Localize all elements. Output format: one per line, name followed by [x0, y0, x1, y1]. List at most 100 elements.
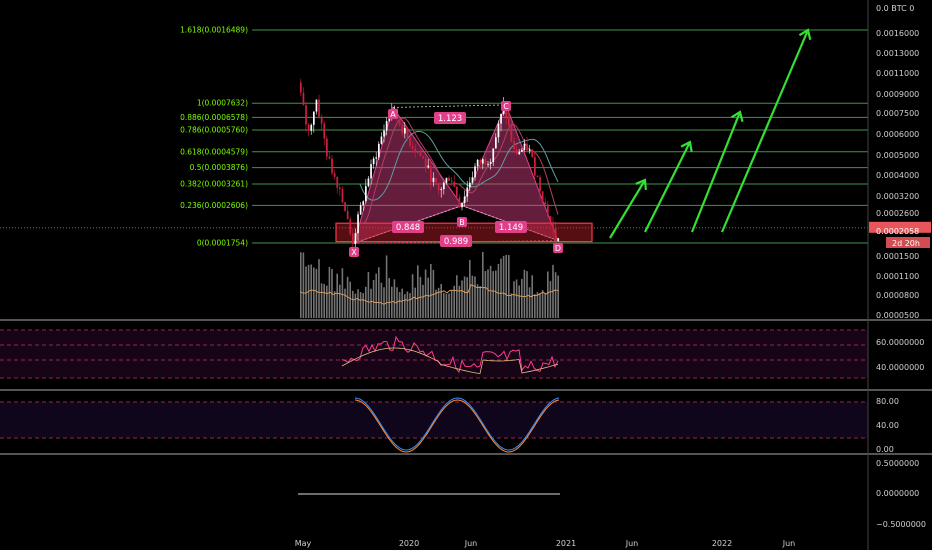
- volume-bar: [476, 284, 479, 318]
- candle-body: [547, 204, 549, 217]
- pattern-point-badge: [457, 217, 467, 227]
- volume-bar: [500, 258, 502, 318]
- candle-body: [430, 165, 432, 183]
- volume-bar: [497, 263, 500, 318]
- candle-body: [528, 149, 531, 151]
- volume-bar: [484, 271, 487, 318]
- volume-bar: [440, 283, 442, 318]
- volume-bar: [458, 285, 461, 318]
- candle-body: [375, 157, 378, 159]
- price-axis-tick: 0.0003200: [876, 192, 919, 201]
- rsi-line: [341, 335, 559, 374]
- fib-level-label: 0.5(0.0003876): [190, 163, 248, 172]
- volume-bar: [313, 267, 315, 318]
- volume-bar: [409, 293, 411, 318]
- candle-body: [458, 196, 461, 208]
- volume-bar: [380, 282, 383, 318]
- volume-bar: [448, 293, 450, 318]
- candle-body: [339, 187, 341, 190]
- candle-body: [328, 156, 331, 159]
- volume-bar: [375, 273, 377, 318]
- ratio-badge: [392, 221, 424, 233]
- projection-arrow-shaft: [720, 29, 810, 233]
- volume-bar: [320, 283, 323, 318]
- volume-bar: [359, 292, 362, 318]
- candle-body: [466, 187, 469, 197]
- candle-body: [333, 173, 336, 177]
- candle-body: [500, 113, 502, 124]
- volume-bar: [430, 263, 432, 318]
- candle-body: [495, 137, 497, 149]
- candle-body: [432, 177, 435, 183]
- volume-ma-line: [299, 284, 559, 305]
- volume-bar: [474, 276, 476, 318]
- fib-level-label: 1(0.0007632): [197, 99, 248, 108]
- volume-bar: [492, 271, 494, 318]
- stoch-k-line: [354, 397, 560, 451]
- candle-body: [484, 159, 487, 165]
- candle-body: [513, 141, 515, 150]
- volume-bar: [479, 286, 481, 318]
- fib-level-label: 0.618(0.0004579): [180, 147, 248, 156]
- projection-arrow-shaft: [609, 179, 646, 239]
- candle-body: [521, 149, 523, 152]
- projection-arrow-head: [730, 110, 744, 122]
- volume-bar: [463, 276, 466, 318]
- fib-level-label: 1.618(0.0016489): [180, 26, 248, 35]
- candle-body: [378, 143, 380, 158]
- candle-body: [463, 196, 466, 203]
- volume-bar: [424, 269, 427, 318]
- price-axis-tick: 0.0007500: [876, 109, 919, 118]
- candle-body: [479, 159, 482, 164]
- volume-bar: [349, 281, 351, 318]
- volume-bar: [318, 259, 320, 318]
- volume-bar: [453, 285, 455, 318]
- volume-bar: [417, 265, 419, 318]
- volume-bar: [528, 287, 531, 318]
- volume-bar: [378, 267, 380, 318]
- candle-body: [435, 177, 437, 183]
- volume-bar: [336, 273, 338, 318]
- moving-averages: [359, 117, 559, 225]
- candle-body: [318, 99, 320, 117]
- candle-body: [331, 158, 333, 174]
- candle-body: [557, 238, 560, 241]
- price-axis-tick: 0.0 BTC 0: [876, 4, 914, 13]
- volume-bar: [352, 290, 354, 318]
- volume-bar: [487, 269, 489, 318]
- candle-body: [409, 137, 411, 147]
- candle-body: [450, 180, 453, 182]
- time-axis-tick: Jun: [625, 539, 639, 548]
- volume-bar: [466, 277, 468, 318]
- volume-bar: [531, 275, 533, 318]
- projection-arrow-head: [635, 178, 647, 191]
- candle-body: [456, 186, 458, 197]
- price-axis-tick: 0.0002600: [876, 209, 919, 218]
- volume-bar: [362, 293, 364, 318]
- projection-arrow-shaft: [690, 111, 742, 233]
- candle-body: [417, 152, 419, 154]
- volume-bar: [445, 293, 448, 318]
- time-axis[interactable]: May 2020 Jun 2021 Jun 2022 Jun: [295, 539, 796, 548]
- time-axis-tick: 2022: [712, 539, 732, 548]
- price-axis-tick: 0.0005000: [876, 151, 919, 160]
- volume-bar: [365, 286, 367, 318]
- volume-bar: [443, 292, 445, 318]
- pattern-ac-line: [392, 104, 507, 108]
- candle-body: [510, 125, 513, 142]
- price-axis[interactable]: 0.0 BTC 0 0.0016000 0.0013000 0.0011000 0.00…: [876, 4, 919, 320]
- candle-body: [497, 123, 500, 138]
- volume-bar: [414, 287, 416, 318]
- candle-body: [443, 182, 445, 190]
- volume-bar: [536, 292, 539, 318]
- candle-body: [362, 201, 365, 206]
- volume-bar: [323, 284, 325, 318]
- volume-bar: [482, 251, 484, 318]
- candle-body: [482, 159, 484, 164]
- ratio-label: 1.123: [438, 114, 462, 124]
- candle-body: [349, 219, 352, 234]
- volume-bar: [554, 272, 557, 318]
- candle-body: [398, 119, 401, 126]
- candle-body: [320, 116, 323, 124]
